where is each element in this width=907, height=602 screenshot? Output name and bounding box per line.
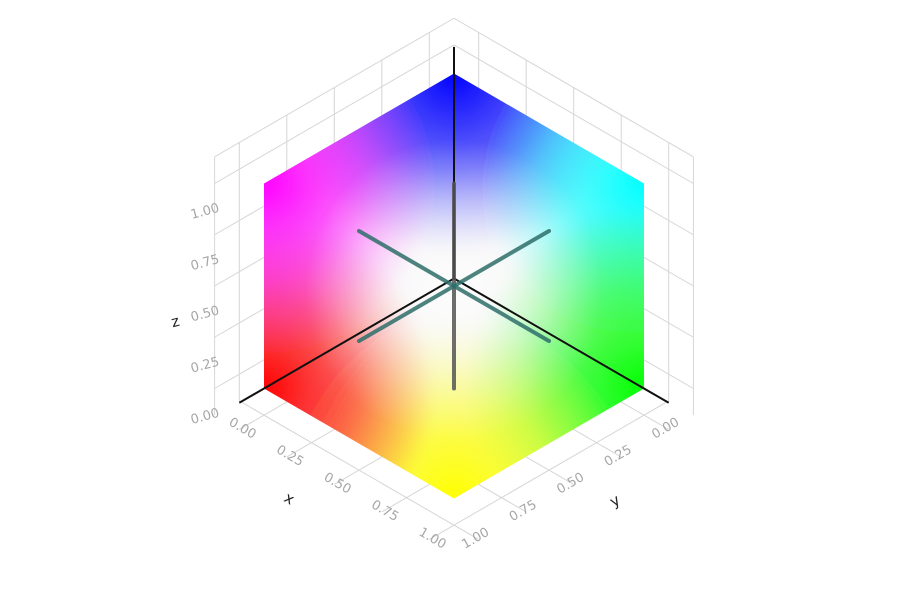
z-tick-label: 0.75 [189, 252, 221, 274]
x-tick-label: 0.25 [274, 442, 307, 469]
z-tick-label: 1.00 [189, 201, 221, 223]
y-tick-label: 0.00 [649, 415, 682, 442]
x-axis-line [453, 277, 670, 404]
y-axis-line [238, 277, 455, 404]
y-axis-title: y [607, 491, 624, 511]
x-axis-title: x [281, 489, 298, 509]
color-cube-volume [264, 73, 644, 499]
gridline-y [239, 400, 479, 540]
x-tick-label: 0.00 [226, 415, 259, 442]
grid-box-edge [453, 17, 694, 158]
y-tick-label: 0.75 [507, 497, 540, 524]
gridline-z [214, 44, 455, 184]
z-tick-label: 0.00 [189, 406, 221, 428]
x-tick-label: 0.75 [369, 497, 402, 524]
y-tick-label: 1.00 [459, 525, 492, 552]
y-tick-label: 0.50 [554, 470, 587, 497]
grid-box-edge [214, 17, 455, 158]
x-tick-label: 0.50 [321, 470, 354, 497]
y-tick-label: 0.25 [602, 442, 635, 469]
gridline-z [453, 44, 694, 184]
center-lines [357, 181, 551, 391]
x-tick-label: 1.00 [416, 525, 449, 552]
z-tick-label: 0.50 [189, 303, 221, 325]
z-axis-title: z [169, 312, 181, 331]
center-line-3 [357, 229, 551, 343]
z-tick-label: 0.25 [189, 355, 221, 377]
